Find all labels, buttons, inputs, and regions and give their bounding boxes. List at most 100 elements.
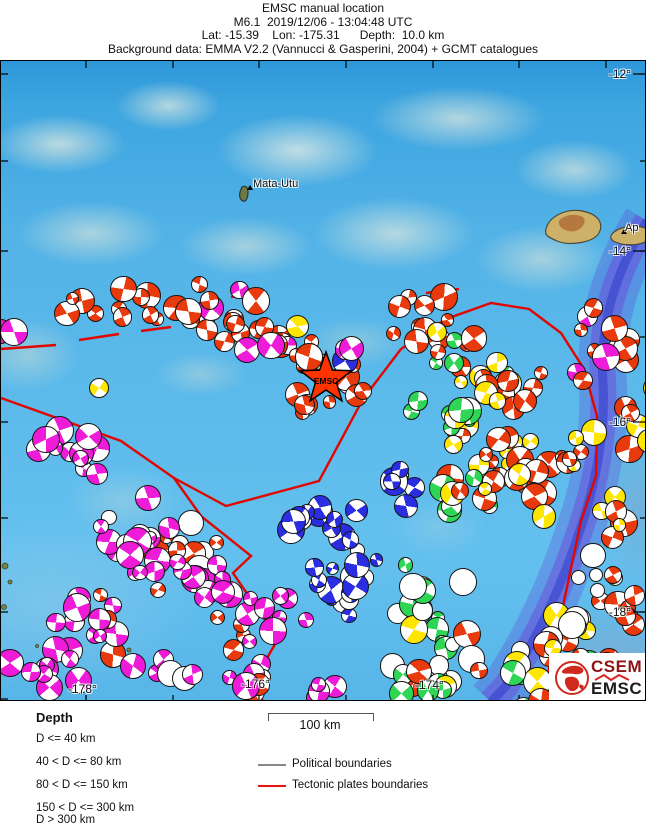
focal-mechanism-ball: [603, 566, 622, 585]
map-geography-layer: [1, 61, 645, 700]
focal-mechanism-ball: [253, 596, 276, 619]
focal-mechanism-ball: [500, 660, 526, 686]
focal-mechanism-ball: [404, 329, 430, 354]
plate-boundary-dash: [140, 325, 172, 333]
focal-mechanism-ball: [561, 451, 578, 467]
lat-label: -18°: [608, 605, 631, 619]
focal-mechanism-ball: [182, 663, 204, 685]
csem-globe-icon: [555, 661, 589, 695]
legend-depth-title: Depth: [36, 710, 73, 725]
focal-mechanism-ball: [568, 430, 584, 446]
focal-mechanism-ball: [285, 314, 309, 338]
focal-mechanism-ball: [620, 403, 640, 423]
focal-mechanism-ball: [507, 462, 531, 486]
focal-mechanism-ball: [271, 587, 290, 606]
focal-mechanisms-layer: [1, 61, 645, 700]
focal-mechanism-ball: [477, 481, 492, 496]
focal-mechanism-ball: [211, 580, 235, 605]
epicenter-layer: EMSC: [85, 73, 645, 700]
island-savaii-core: [558, 214, 585, 232]
focal-mechanism-ball: [222, 639, 245, 661]
focal-mechanism-ball: [486, 351, 508, 374]
focal-mechanism-ball: [1, 649, 25, 677]
focal-mechanism-ball: [573, 370, 593, 390]
place-label-mata-utu: Mata-Utu: [253, 178, 299, 190]
focal-mechanism-ball: [149, 581, 167, 599]
focal-mechanism-ball: [343, 551, 370, 578]
focal-mechanism-ball: [109, 275, 137, 303]
focal-mechanism-ball: [175, 297, 203, 325]
header-coordinates-depth: Lat: -15.39 Lon: -175.31 Depth: 10.0 km: [201, 28, 445, 42]
tectonic-boundary-line-swatch: [258, 785, 286, 787]
focal-mechanism-ball: [232, 672, 260, 700]
islet: [7, 579, 13, 585]
place-marker-icon: [621, 229, 627, 234]
focal-mechanism-ball: [210, 610, 226, 626]
focal-mechanism-ball: [407, 390, 428, 411]
focal-mechanism-ball: [460, 325, 488, 352]
lon-label: -176°: [241, 677, 270, 691]
focal-mechanism-ball: [399, 572, 427, 601]
focal-mechanism-ball: [588, 567, 603, 583]
lat-label: -14°: [608, 244, 631, 258]
focal-mechanism-ball: [444, 434, 463, 454]
focal-mechanism-ball: [413, 294, 435, 316]
focal-mechanism-ball: [294, 394, 315, 416]
map-canvas[interactable]: EMSC Mata-Utu Ap -12° -14° -16° -18° -178° -176…: [0, 60, 646, 701]
focal-mechanism-ball: [571, 570, 587, 586]
focal-mechanism-ball: [589, 582, 605, 599]
focal-mechanism-ball: [93, 629, 107, 643]
epicenter-label: EMSC: [314, 376, 339, 386]
islet: [1, 604, 7, 610]
focal-mechanism-ball: [369, 553, 384, 567]
legend: Depth D <= 40 km 40 < D <= 80 km 80 < D …: [0, 701, 646, 825]
focal-mechanism-ball: [387, 295, 411, 319]
legend-depth-item-1: D <= 40 km: [36, 733, 96, 745]
map-labels-layer: Mata-Utu Ap -12° -14° -16° -18° -178° -176° -174…: [1, 61, 645, 700]
focal-mechanism-ball: [93, 518, 109, 535]
focal-mechanism-ball: [429, 343, 446, 360]
focal-mechanism-ball: [305, 558, 324, 577]
focal-mechanism-ball: [62, 593, 92, 622]
focal-mechanism-ball: [297, 611, 314, 628]
logo-divider-icon: [594, 673, 630, 682]
island-wallis: [239, 185, 249, 202]
csem-emsc-logo: CSEM EMSC: [549, 653, 645, 700]
focal-mechanism-ball: [241, 633, 257, 649]
island-upolu: [610, 225, 645, 246]
focal-mechanism-ball: [339, 336, 364, 362]
focal-mechanism-ball: [116, 541, 144, 569]
focal-mechanism-ball: [1, 317, 28, 347]
focal-mechanism-ball: [135, 484, 161, 511]
focal-mechanism-ball: [86, 463, 108, 485]
islet: [1, 562, 9, 570]
focal-mechanism-ball: [64, 667, 93, 695]
focal-mechanism-ball: [427, 322, 448, 343]
focal-mechanism-ball: [75, 423, 103, 451]
focal-mechanism-ball: [178, 510, 205, 537]
focal-mechanism-ball: [311, 677, 326, 692]
political-boundary-label: Political boundaries: [292, 758, 392, 770]
logo-text-csem: CSEM: [591, 657, 643, 676]
place-marker-icon: [247, 185, 253, 190]
focal-mechanism-ball: [601, 315, 629, 343]
focal-mechanism-ball: [583, 297, 604, 318]
focal-mechanism-ball: [242, 287, 270, 315]
focal-mechanism-ball: [257, 331, 286, 360]
focal-mechanism-ball: [478, 446, 494, 462]
focal-mechanism-ball: [32, 426, 60, 454]
focal-mechanism-ball: [20, 661, 41, 682]
focal-mechanism-ball: [383, 472, 401, 490]
focal-mechanism-ball: [61, 650, 79, 668]
focal-mechanism-ball: [573, 323, 588, 338]
focal-mechanism-ball: [489, 392, 507, 410]
focal-mechanism-ball: [158, 516, 181, 539]
focal-mechanism-ball: [533, 366, 548, 381]
focal-mechanism-ball: [592, 343, 621, 371]
focal-mechanism-ball: [394, 493, 419, 518]
focal-mechanism-ball: [615, 605, 636, 627]
plate-boundary-dash: [1, 343, 57, 351]
focal-mechanism-ball: [119, 653, 146, 680]
focal-mechanism-ball: [353, 381, 372, 400]
focal-mechanism-ball: [208, 535, 224, 551]
